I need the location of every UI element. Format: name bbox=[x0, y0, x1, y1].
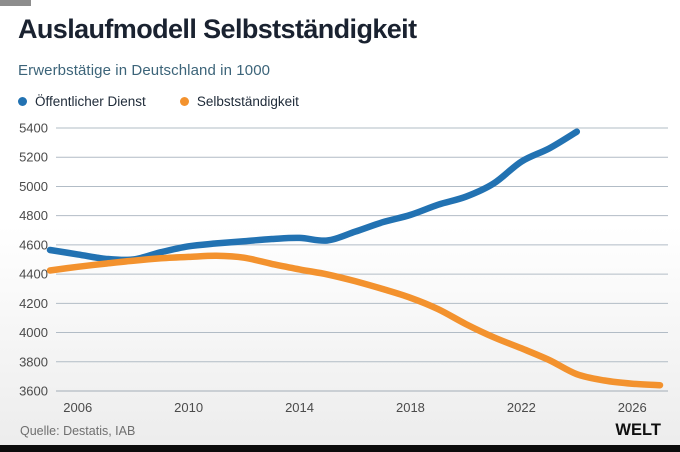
y-tick-label-3800: 3800 bbox=[19, 354, 48, 369]
x-tick-label-2006: 2006 bbox=[63, 400, 92, 415]
x-tick-label-2022: 2022 bbox=[507, 400, 536, 415]
source-note: Quelle: Destatis, IAB bbox=[20, 424, 136, 438]
y-tick-label-4400: 4400 bbox=[19, 267, 48, 282]
y-tick-label-4000: 4000 bbox=[19, 325, 48, 340]
legend-dot-blue bbox=[18, 97, 27, 106]
series-line-selbststaendigkeit bbox=[46, 252, 664, 389]
chart-subtitle: Erwerbstätige in Deutschland in 1000 bbox=[18, 62, 271, 79]
x-tick-label-2018: 2018 bbox=[396, 400, 425, 415]
x-tick-label-2014: 2014 bbox=[285, 400, 314, 415]
y-tick-label-3600: 3600 bbox=[19, 384, 48, 399]
bottom-black-bar bbox=[0, 445, 680, 452]
legend-label-oeffentlicher-dienst: Öffentlicher Dienst bbox=[35, 94, 146, 109]
y-tick-label-5000: 5000 bbox=[19, 179, 48, 194]
y-tick-label-4800: 4800 bbox=[19, 208, 48, 223]
y-tick-label-4200: 4200 bbox=[19, 296, 48, 311]
screenshot-artifact-strip bbox=[0, 0, 31, 6]
x-tick-label-2026: 2026 bbox=[618, 400, 647, 415]
y-tick-label-5200: 5200 bbox=[19, 150, 48, 165]
page-title: Auslaufmodell Selbstständigkeit bbox=[18, 14, 417, 44]
y-tick-label-4600: 4600 bbox=[19, 237, 48, 252]
series-line-oeffentlicher-dienst bbox=[46, 128, 581, 264]
legend-dot-orange bbox=[179, 97, 189, 106]
x-tick-label-2010: 2010 bbox=[174, 400, 203, 415]
chart-legend: Öffentlicher Dienst Selbstständigkeit bbox=[18, 94, 299, 109]
legend-item-selbststaendigkeit: Selbstständigkeit bbox=[179, 94, 299, 109]
legend-item-oeffentlicher-dienst: Öffentlicher Dienst bbox=[18, 94, 146, 109]
chart-svg: 3600 3800 4000 4200 4400 4600 4800 5000 5200 5400… bbox=[19, 121, 668, 415]
line-chart: 3600 3800 4000 4200 4400 4600 4800 5000 5200 5400… bbox=[0, 112, 680, 418]
welt-logo: WELT bbox=[615, 420, 661, 439]
y-tick-label-5400: 5400 bbox=[19, 121, 48, 136]
legend-label-selbststaendigkeit: Selbstständigkeit bbox=[196, 94, 299, 109]
